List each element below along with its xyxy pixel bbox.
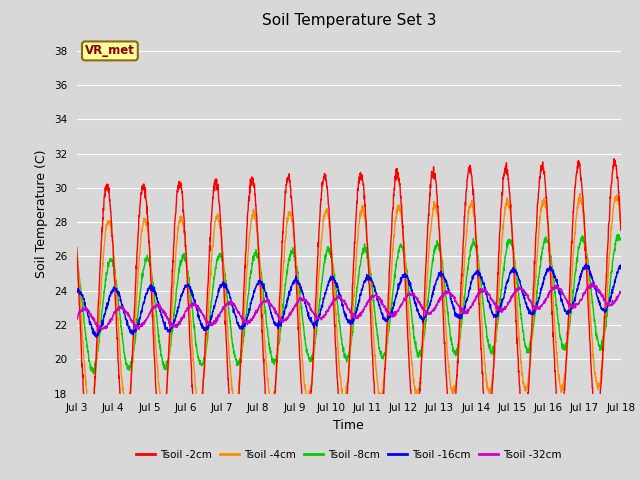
Text: VR_met: VR_met bbox=[85, 44, 135, 58]
X-axis label: Time: Time bbox=[333, 419, 364, 432]
Legend: Tsoil -2cm, Tsoil -4cm, Tsoil -8cm, Tsoil -16cm, Tsoil -32cm: Tsoil -2cm, Tsoil -4cm, Tsoil -8cm, Tsoi… bbox=[132, 445, 566, 464]
Title: Soil Temperature Set 3: Soil Temperature Set 3 bbox=[262, 13, 436, 28]
Y-axis label: Soil Temperature (C): Soil Temperature (C) bbox=[35, 149, 48, 278]
